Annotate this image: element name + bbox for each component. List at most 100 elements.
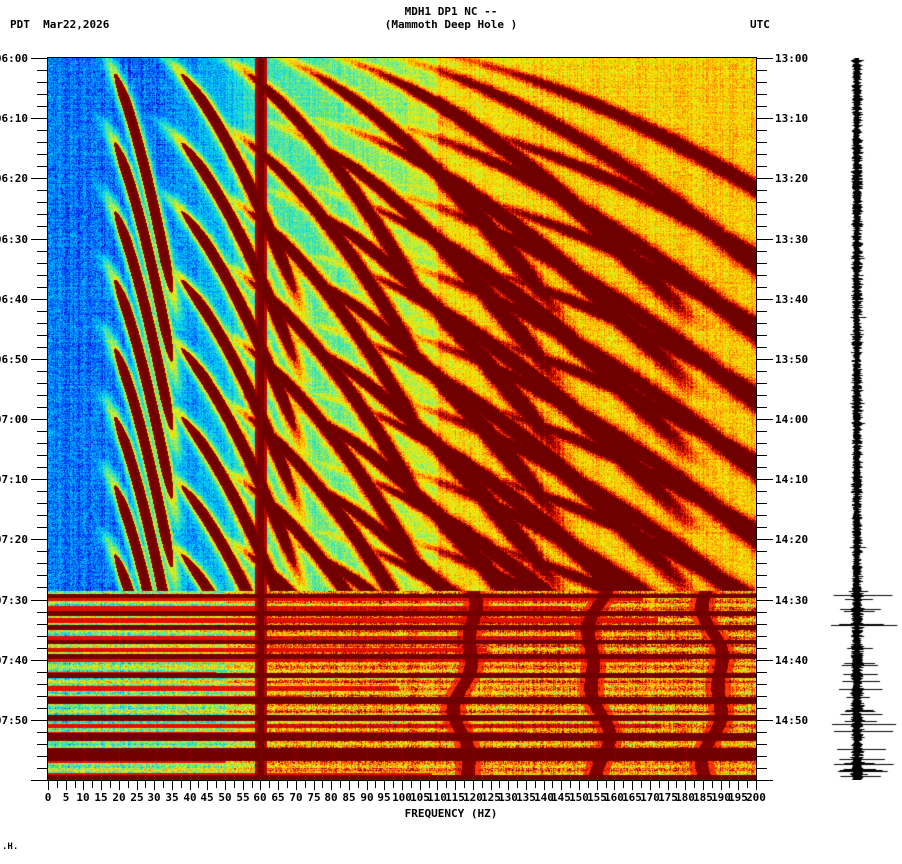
tick-right bbox=[757, 587, 767, 588]
tick-right bbox=[757, 118, 773, 119]
tick-bottom bbox=[48, 781, 49, 790]
tick-right bbox=[757, 154, 767, 155]
tick-bottom bbox=[552, 781, 553, 788]
tick-bottom bbox=[375, 781, 376, 788]
tick-bottom bbox=[314, 781, 315, 790]
tick-right bbox=[757, 503, 767, 504]
tick-right bbox=[757, 551, 767, 552]
axis-left-time-label: 07:10 bbox=[0, 473, 28, 486]
tick-bottom bbox=[668, 781, 669, 790]
tick-left bbox=[31, 118, 47, 119]
axis-right-time-label: 14:30 bbox=[775, 594, 809, 607]
tick-left bbox=[37, 612, 47, 613]
tick-left bbox=[31, 660, 47, 661]
tick-left bbox=[37, 527, 47, 528]
axis-frequency-label: 160 bbox=[604, 791, 624, 804]
axis-frequency-label: 190 bbox=[711, 791, 731, 804]
tick-bottom bbox=[508, 781, 509, 790]
axis-right-time-label: 13:30 bbox=[775, 233, 809, 246]
axis-top-line bbox=[47, 57, 757, 58]
tick-left bbox=[37, 708, 47, 709]
tick-bottom bbox=[198, 781, 199, 788]
tick-bottom bbox=[437, 781, 438, 790]
tick-left bbox=[37, 94, 47, 95]
tick-right bbox=[757, 575, 767, 576]
seismogram-trace-panel bbox=[820, 58, 902, 780]
tick-left bbox=[37, 467, 47, 468]
tick-bottom bbox=[66, 781, 67, 790]
header-local-timezone-date: PDT Mar22,2026 bbox=[10, 18, 109, 31]
axis-frequency-label: 150 bbox=[569, 791, 589, 804]
tick-left bbox=[37, 672, 47, 673]
tick-left bbox=[37, 263, 47, 264]
axis-right-time-label: 13:50 bbox=[775, 353, 809, 366]
tick-left bbox=[37, 395, 47, 396]
tick-right bbox=[757, 335, 767, 336]
tick-bottom bbox=[623, 781, 624, 788]
axis-left-time-label: 06:50 bbox=[0, 353, 28, 366]
axis-right-time-label: 14:00 bbox=[775, 413, 809, 426]
tick-left bbox=[37, 768, 47, 769]
tick-right bbox=[757, 239, 773, 240]
tick-left bbox=[37, 431, 47, 432]
tick-right bbox=[757, 82, 767, 83]
axis-frequency-label: 200 bbox=[746, 791, 766, 804]
tick-right bbox=[757, 672, 767, 673]
axis-right-time-label: 13:40 bbox=[775, 293, 809, 306]
axis-frequency-label: 50 bbox=[218, 791, 232, 804]
axis-frequency-label: 170 bbox=[640, 791, 660, 804]
tick-bottom bbox=[243, 781, 244, 790]
axis-frequency-label: 90 bbox=[360, 791, 374, 804]
axis-frequency-label: 110 bbox=[427, 791, 447, 804]
tick-bottom bbox=[331, 781, 332, 790]
tick-bottom bbox=[367, 781, 368, 790]
header-timezone-left: PDT bbox=[10, 18, 30, 31]
tick-right bbox=[757, 383, 767, 384]
tick-left bbox=[37, 587, 47, 588]
tick-bottom bbox=[252, 781, 253, 788]
spectrogram-plot-area[interactable] bbox=[48, 58, 756, 780]
axis-frequency-label: 5 bbox=[62, 791, 70, 804]
tick-right bbox=[757, 515, 767, 516]
tick-right bbox=[757, 696, 767, 697]
tick-left bbox=[37, 311, 47, 312]
tick-bottom bbox=[597, 781, 598, 790]
tick-bottom bbox=[614, 781, 615, 790]
tick-left bbox=[31, 178, 47, 179]
tick-bottom bbox=[349, 781, 350, 790]
tick-bottom bbox=[499, 781, 500, 788]
tick-bottom bbox=[588, 781, 589, 788]
tick-left bbox=[37, 515, 47, 516]
tick-right bbox=[757, 299, 773, 300]
tick-bottom bbox=[340, 781, 341, 788]
tick-left bbox=[37, 106, 47, 107]
axis-frequency-label: 10 bbox=[76, 791, 90, 804]
tick-bottom bbox=[287, 781, 288, 788]
tick-bottom bbox=[92, 781, 93, 788]
axis-frequency-label: 100 bbox=[392, 791, 412, 804]
tick-bottom bbox=[296, 781, 297, 790]
tick-bottom bbox=[473, 781, 474, 790]
tick-bottom bbox=[455, 781, 456, 790]
axis-frequency-label: 130 bbox=[498, 791, 518, 804]
tick-right bbox=[757, 527, 767, 528]
tick-bottom bbox=[145, 781, 146, 788]
tick-right bbox=[757, 563, 767, 564]
axis-frequency-label: 195 bbox=[728, 791, 748, 804]
header-station-name: (Mammoth Deep Hole ) bbox=[384, 18, 518, 31]
tick-bottom bbox=[676, 781, 677, 788]
tick-right bbox=[757, 768, 767, 769]
tick-left bbox=[37, 744, 47, 745]
tick-bottom bbox=[482, 781, 483, 788]
tick-left bbox=[37, 455, 47, 456]
axis-right-time-label: 14:10 bbox=[775, 473, 809, 486]
axis-left-time-label: 06:10 bbox=[0, 112, 28, 125]
axis-frequency-label: 135 bbox=[516, 791, 536, 804]
tick-bottom bbox=[269, 781, 270, 788]
tick-bottom bbox=[535, 781, 536, 788]
tick-bottom bbox=[712, 781, 713, 788]
tick-bottom bbox=[685, 781, 686, 790]
tick-bottom bbox=[659, 781, 660, 788]
tick-right bbox=[757, 70, 767, 71]
tick-right bbox=[757, 491, 767, 492]
